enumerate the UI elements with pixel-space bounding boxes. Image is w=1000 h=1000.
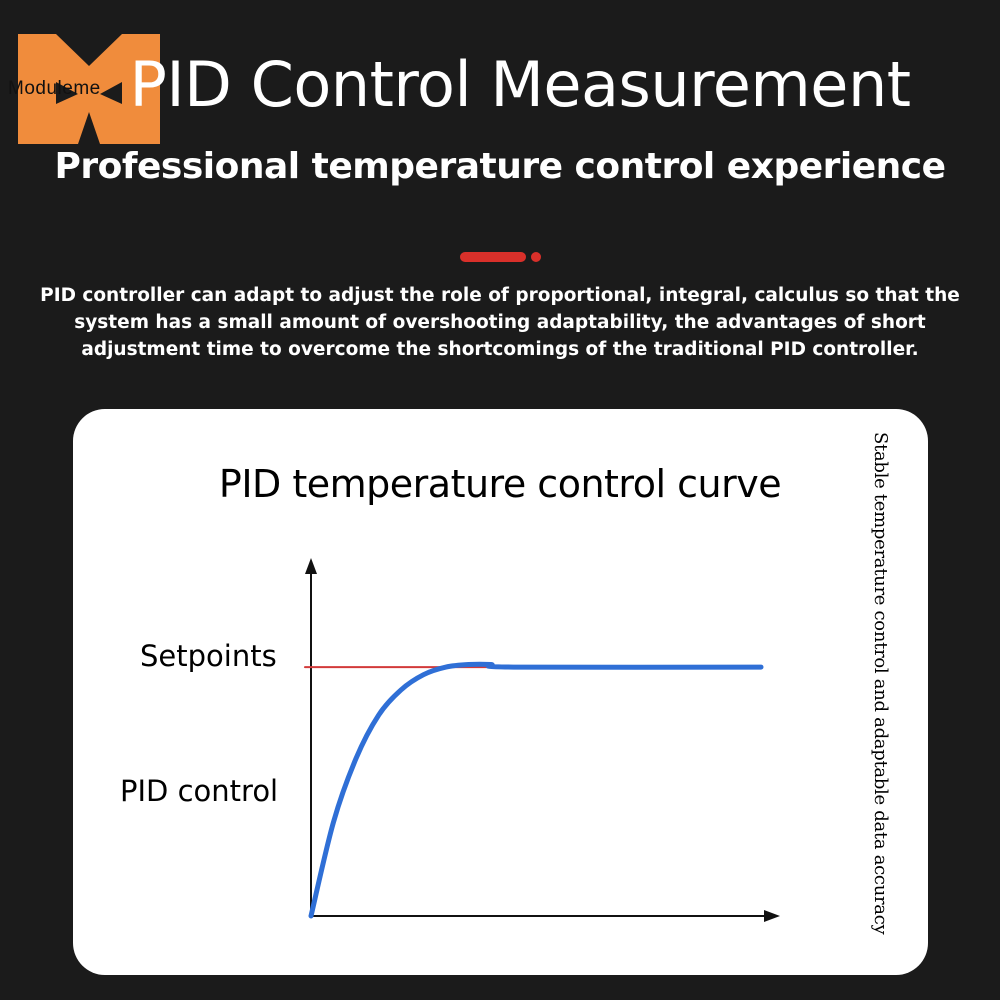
chart-card xyxy=(73,409,928,975)
divider-dot xyxy=(531,252,541,262)
page-title: PID Control Measurement xyxy=(129,48,911,121)
chart-side-note: Stable temperature control and adaptable… xyxy=(870,432,891,935)
logo-wordmark: Moduleme xyxy=(8,78,101,99)
series-label-pid-control: PID control xyxy=(120,774,279,808)
moduleme-logo xyxy=(18,34,160,144)
x-axis-arrow xyxy=(764,910,780,922)
description-text: PID controller can adapt to adjust the r… xyxy=(40,285,960,360)
series-label-setpoints: Setpoints xyxy=(140,639,277,673)
logo-m-shape xyxy=(18,34,160,144)
page-subtitle: Professional temperature control experie… xyxy=(54,146,946,187)
chart-title: PID temperature control curve xyxy=(218,462,782,506)
pid-control-curve xyxy=(308,661,764,919)
y-axis-arrow xyxy=(305,558,317,574)
divider-bar xyxy=(460,252,526,262)
decorative-divider xyxy=(460,252,541,262)
